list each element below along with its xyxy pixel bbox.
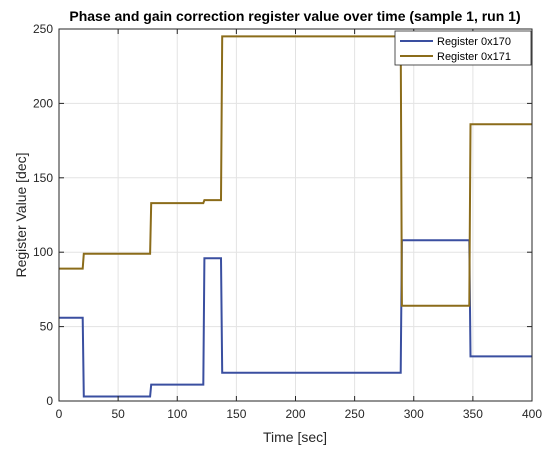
x-tick-label: 300 [404, 407, 424, 421]
y-axis-label: Register Value [dec] [13, 152, 29, 277]
x-tick-label: 400 [522, 407, 542, 421]
y-tick-label: 50 [40, 320, 54, 334]
legend-label-2: Register 0x171 [437, 51, 511, 63]
series-line-2 [59, 35, 532, 307]
x-tick-label: 200 [285, 407, 305, 421]
x-tick-label: 150 [226, 407, 246, 421]
legend-label-1: Register 0x170 [437, 36, 511, 48]
x-tick-label: 350 [463, 407, 483, 421]
grid-lines [58, 28, 533, 402]
series-line-1 [59, 239, 532, 398]
axis-ticks: 0 50 100 150 200 250 300 350 400 0 50 100 150 200 250 [33, 22, 542, 421]
legend-box [394, 30, 532, 66]
y-tick-label: 250 [33, 22, 53, 36]
y-tick-label: 200 [33, 96, 53, 110]
x-tick-label: 250 [345, 407, 365, 421]
x-tick-label: 100 [167, 407, 187, 421]
y-tick-label: 0 [46, 394, 53, 408]
legend: Register 0x170 Register 0x171 [394, 30, 532, 66]
x-tick-label: 0 [56, 407, 63, 421]
y-tick-label: 150 [33, 171, 53, 185]
y-tick-label: 100 [33, 245, 53, 259]
series-lines [59, 35, 532, 398]
x-tick-label: 50 [111, 407, 125, 421]
x-axis-label: Time [sec] [263, 429, 327, 445]
chart-title: Phase and gain correction register value… [69, 8, 520, 24]
